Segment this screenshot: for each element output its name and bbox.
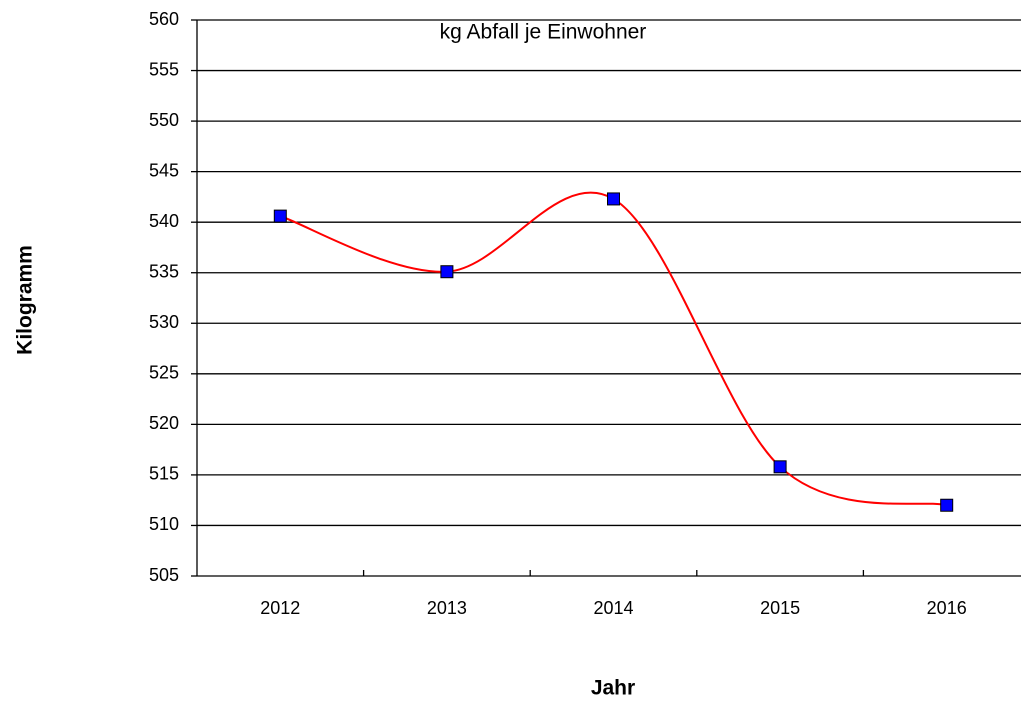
data-line (279, 191, 947, 507)
x-axis-label: Jahr (591, 677, 635, 700)
x-tick-label: 2013 (427, 598, 467, 618)
y-tick-label: 550 (149, 110, 179, 130)
y-tick-label: 545 (149, 160, 179, 180)
y-tick-label: 515 (149, 464, 179, 484)
y-tick-label: 525 (149, 363, 179, 383)
marker (773, 460, 787, 474)
y-tick-label: 530 (149, 312, 179, 332)
chart-title: kg Abfall je Einwohner (440, 21, 647, 44)
x-tick-label: 2014 (593, 598, 633, 618)
x-tick-label: 2016 (927, 598, 967, 618)
y-tick-label: 560 (149, 9, 179, 29)
marker (607, 192, 620, 206)
y-tick-label: 510 (149, 514, 179, 534)
x-tick-label: 2012 (260, 598, 300, 618)
y-axis-label: Kilogramm (14, 245, 37, 355)
y-tick-label: 555 (149, 59, 179, 79)
marker (940, 498, 954, 512)
marker (440, 265, 454, 279)
y-tick-label: 535 (149, 261, 179, 281)
y-tick-label: 505 (149, 565, 179, 585)
marker (273, 209, 287, 223)
y-tick-label: 520 (149, 413, 179, 433)
x-tick-label: 2015 (760, 598, 800, 618)
y-tick-label: 540 (149, 211, 179, 231)
